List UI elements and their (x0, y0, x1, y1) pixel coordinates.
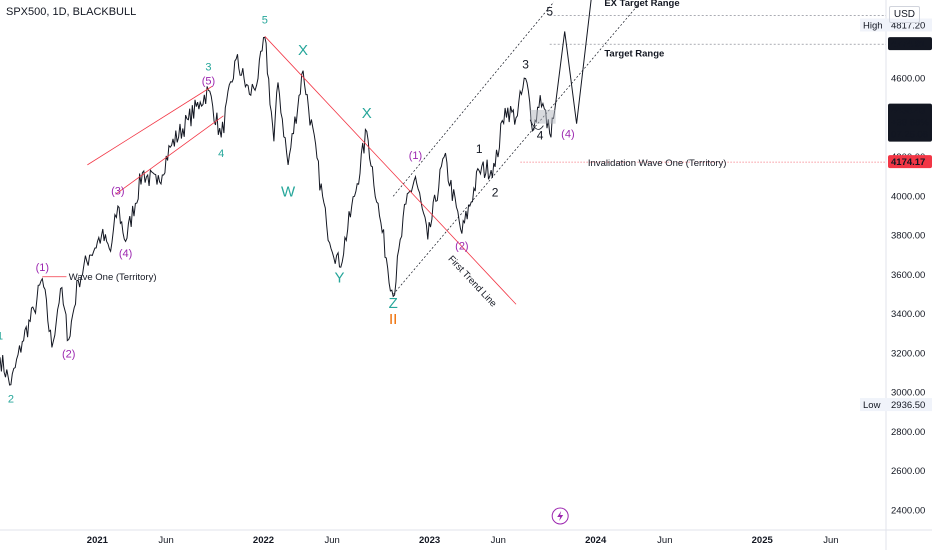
y-tick-label: 3200.00 (891, 348, 925, 359)
wave-label: 1 (476, 142, 483, 156)
first-trend-line (264, 36, 517, 305)
y-tick-label: 3000.00 (891, 388, 925, 399)
current-price-badge: +38.88% (891, 118, 929, 129)
x-tick-label: Jun (325, 535, 340, 546)
y-tick-label: 4600.00 (891, 74, 925, 85)
low-price-label: Low (863, 400, 881, 411)
wave-four-zone (530, 109, 556, 124)
wedge-lower-line (115, 115, 224, 195)
x-tick-label: 2021 (87, 535, 109, 546)
target-range-label: Target Range (604, 49, 664, 60)
x-tick-label: 2022 (253, 535, 274, 546)
wave-label: 3 (205, 62, 211, 74)
y-tick-label: 3800.00 (891, 231, 925, 242)
price-line (0, 36, 556, 386)
wave-label: Z (389, 295, 398, 312)
wave-label: 3 (522, 58, 529, 72)
x-tick-label: 2024 (585, 535, 607, 546)
wave-label: 4 (537, 128, 544, 142)
y-tick-label: 4000.00 (891, 191, 925, 202)
wave-one-label: Wave One (Territory) (69, 272, 157, 283)
y-tick-label: 2600.00 (891, 466, 925, 477)
wave-label: II (389, 311, 397, 328)
x-tick-label: Jun (823, 535, 838, 546)
wave-label: (4) (119, 248, 132, 260)
low-price-value: 2936.50 (891, 400, 925, 411)
current-price-badge-bg (888, 103, 932, 142)
projected-wave-path (554, 0, 592, 124)
y-tick-label: 3600.00 (891, 270, 925, 281)
wave-label: (4) (561, 128, 574, 140)
wave-label: (5) (202, 75, 215, 87)
invalidation-price-badge: 4174.17 (891, 157, 925, 168)
wave-label: Y (334, 270, 344, 287)
x-tick-label: 2023 (419, 535, 440, 546)
high-price-value: 4817.20 (891, 21, 925, 32)
ex-target-range-label: EX Target Range (604, 0, 679, 9)
wave-label: W (281, 183, 296, 200)
wave-four-arc (529, 119, 544, 130)
high-price-bg (860, 18, 932, 32)
wave-label: (3) (111, 185, 124, 197)
y-tick-label: 3400.00 (891, 309, 925, 320)
wave-label: 2 (492, 185, 499, 199)
current-price-badge: 4436.43 (891, 106, 925, 117)
wave-label: 5 (546, 5, 553, 19)
x-tick-label: Jun (491, 535, 506, 546)
channel-lower-line (392, 3, 640, 295)
wedge-upper-line (87, 86, 213, 166)
wave-label: (2) (62, 348, 75, 360)
low-price-bg (860, 398, 932, 412)
x-tick-label: 2025 (752, 535, 774, 546)
wave-label: (1) (36, 262, 49, 274)
wave-label: 1 (0, 331, 3, 343)
wave-label: 2 (8, 393, 14, 405)
wave-label: X (362, 105, 372, 122)
target-price-badge-bg (888, 37, 932, 51)
wave-label: (1) (409, 150, 422, 162)
first-trend-line-label: First Trend Line (446, 254, 499, 310)
high-price-label: High (863, 21, 883, 32)
y-tick-label: 2400.00 (891, 505, 925, 516)
currency-button[interactable]: USD (888, 6, 920, 23)
wave-label: X (298, 42, 308, 59)
wave-label: 5 (262, 15, 268, 27)
wave-label: I (263, 0, 267, 4)
y-tick-label: 2800.00 (891, 427, 925, 438)
invalidation-label: Invalidation Wave One (Territory) (588, 158, 727, 169)
symbol-title: SPX500, 1D, BLACKBULL (6, 6, 137, 18)
current-price-badge: 07:25:08 (891, 130, 928, 141)
x-tick-label: Jun (158, 535, 173, 546)
x-tick-label: Jun (657, 535, 672, 546)
wave-label: 4 (218, 148, 224, 160)
target-price-badge: 4774.91 (891, 39, 926, 50)
invalidation-price-badge-bg (888, 155, 932, 169)
lightning-icon (557, 511, 564, 521)
wave-label: (2) (455, 240, 468, 252)
